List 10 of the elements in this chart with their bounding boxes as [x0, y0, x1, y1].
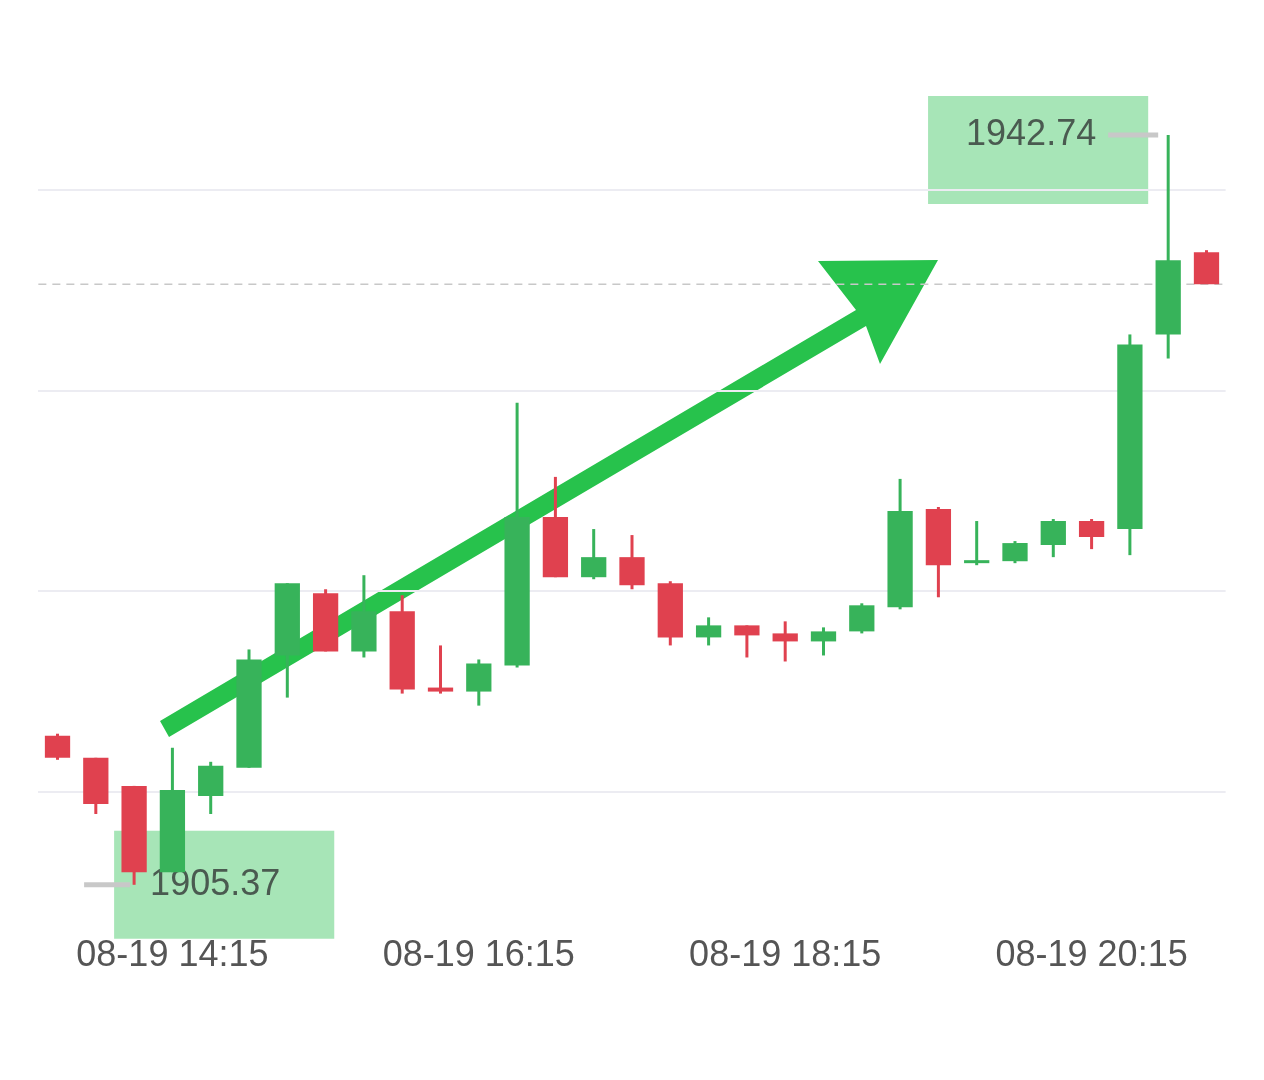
- x-tick-label: 08-19 20:15: [995, 933, 1188, 975]
- candlestick: [964, 521, 990, 567]
- x-tick-label: 08-19 18:15: [689, 933, 882, 975]
- x-tick-label: 08-19 14:15: [76, 933, 269, 975]
- candlestick: [772, 621, 798, 662]
- candlestick: [427, 645, 454, 694]
- x-tick-label: 08-19 16:15: [382, 933, 575, 975]
- candlestick: [810, 627, 837, 656]
- annotation: 1942.74: [966, 111, 1097, 153]
- annotation: 1905.37: [150, 861, 281, 903]
